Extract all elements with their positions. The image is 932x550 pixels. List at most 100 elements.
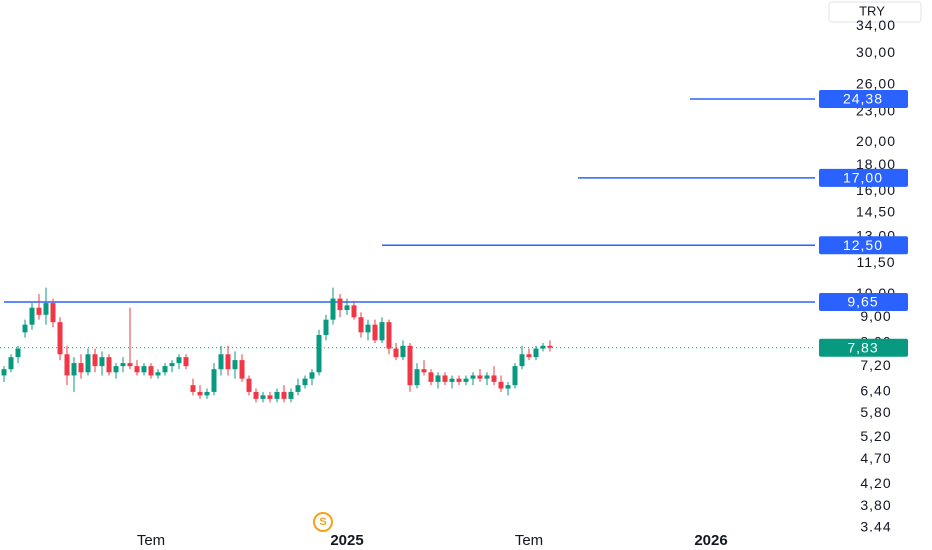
y-tick-label: 9,00	[860, 308, 891, 324]
candle-body	[512, 366, 518, 386]
candle-body	[127, 363, 133, 367]
candle-body	[99, 357, 105, 367]
candle-body	[113, 366, 119, 373]
candle-body	[456, 378, 462, 382]
level-label: 24,38	[843, 91, 883, 107]
candle-body	[295, 385, 301, 392]
candle-body	[407, 345, 413, 386]
candle-body	[540, 345, 546, 349]
candle-body	[260, 395, 266, 399]
level-label: 12,50	[843, 237, 883, 253]
event-marker[interactable]: S	[313, 512, 333, 532]
candle-body	[358, 317, 364, 333]
candle-body	[491, 375, 497, 382]
candle-body	[134, 366, 140, 373]
candle-body	[8, 357, 14, 370]
candle-body	[463, 378, 469, 382]
candle-body	[337, 298, 343, 311]
candle-body	[449, 378, 455, 382]
y-tick-label: 18,00	[856, 156, 896, 172]
y-tick-label: 30,00	[856, 44, 896, 60]
x-tick-label: 2026	[694, 532, 727, 549]
candle-body	[211, 369, 217, 392]
level-label-box	[819, 89, 908, 108]
candle-body	[239, 360, 245, 379]
candle-body	[344, 305, 350, 311]
candle-body	[547, 345, 553, 348]
candle-body	[15, 348, 21, 358]
y-tick-label: 7,20	[860, 357, 891, 373]
candle-body	[302, 378, 308, 386]
candle-body	[190, 385, 196, 392]
candle-body	[36, 307, 42, 315]
candle-body	[421, 369, 427, 373]
candle-body	[120, 363, 126, 367]
candle-body	[477, 375, 483, 379]
candle-body	[281, 391, 287, 399]
y-tick-label: 26,00	[856, 76, 896, 92]
candle-body	[400, 345, 406, 358]
candle-body	[519, 354, 525, 367]
candle-body	[50, 303, 56, 323]
candle-body	[267, 395, 273, 399]
candle-body	[323, 319, 329, 335]
candle-body	[169, 363, 175, 367]
level-label: 9,65	[847, 294, 878, 310]
candle-body	[57, 322, 63, 355]
candle-body	[155, 372, 161, 376]
y-tick-label: 20,00	[856, 133, 896, 149]
candle-body	[435, 375, 441, 382]
level-label-box	[819, 236, 908, 255]
y-tick-label: 14,50	[856, 203, 896, 219]
x-tick-label: Tem	[515, 532, 543, 549]
candle-body	[197, 391, 203, 396]
candle-body	[316, 334, 322, 373]
candle-body	[470, 375, 476, 379]
last-price-label: 7,83	[847, 339, 878, 355]
candle-body	[92, 354, 98, 367]
candle-body	[393, 348, 399, 358]
candle-body	[330, 298, 336, 320]
candle-body	[351, 305, 357, 318]
y-tick-label: 5,20	[860, 428, 891, 444]
last-price-box	[819, 338, 908, 357]
y-tick-label: 34,00	[856, 17, 896, 33]
candle-body	[64, 354, 70, 376]
candle-body	[246, 378, 252, 392]
candle-body	[106, 357, 112, 373]
y-tick-label: 3.44	[860, 519, 891, 535]
candle-body	[442, 375, 448, 382]
level-label-box	[819, 292, 908, 311]
candle-body	[141, 366, 147, 373]
event-label[interactable]: S	[319, 516, 326, 528]
candle-body	[232, 360, 238, 370]
candle-body	[386, 322, 392, 349]
y-tick-label: 4,20	[860, 475, 891, 491]
candle-body	[288, 391, 294, 399]
candle-body	[365, 324, 371, 333]
candle-body	[253, 391, 259, 399]
event-circle[interactable]	[313, 512, 333, 532]
candle-body	[1, 369, 7, 376]
currency-box	[828, 1, 922, 23]
candle-body	[379, 322, 385, 341]
candle-body	[22, 324, 28, 333]
candle-body	[204, 391, 210, 396]
candle-body	[218, 354, 224, 370]
x-tick-label: 2025	[330, 532, 363, 549]
candle-body	[71, 363, 77, 376]
candle-body	[43, 303, 49, 315]
candle-body	[29, 307, 35, 325]
candle-body	[484, 375, 490, 379]
candle-body	[176, 357, 182, 364]
y-tick-label: 5,80	[860, 404, 891, 420]
y-tick-label: 4,70	[860, 450, 891, 466]
candle-body	[526, 354, 532, 358]
x-tick-label: Tem	[137, 532, 165, 549]
level-label: 17,00	[843, 170, 883, 186]
currency-label: TRY	[859, 3, 885, 18]
level-label-box	[819, 168, 908, 187]
candle-body	[533, 348, 539, 358]
